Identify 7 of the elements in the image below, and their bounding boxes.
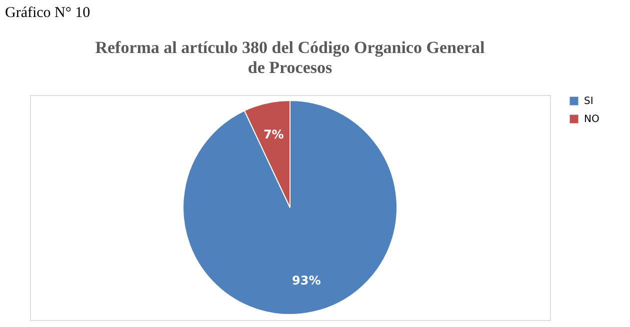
data-label: 7% xyxy=(263,127,284,142)
chart-title: Reforma al artículo 380 del Código Organico General de Procesos xyxy=(95,38,486,77)
legend-label: NO xyxy=(584,114,600,125)
legend-label: SI xyxy=(584,96,594,107)
text: Gráfico N° 10 xyxy=(5,5,90,21)
data-label: 93% xyxy=(292,274,321,288)
pie-slice xyxy=(182,100,398,315)
